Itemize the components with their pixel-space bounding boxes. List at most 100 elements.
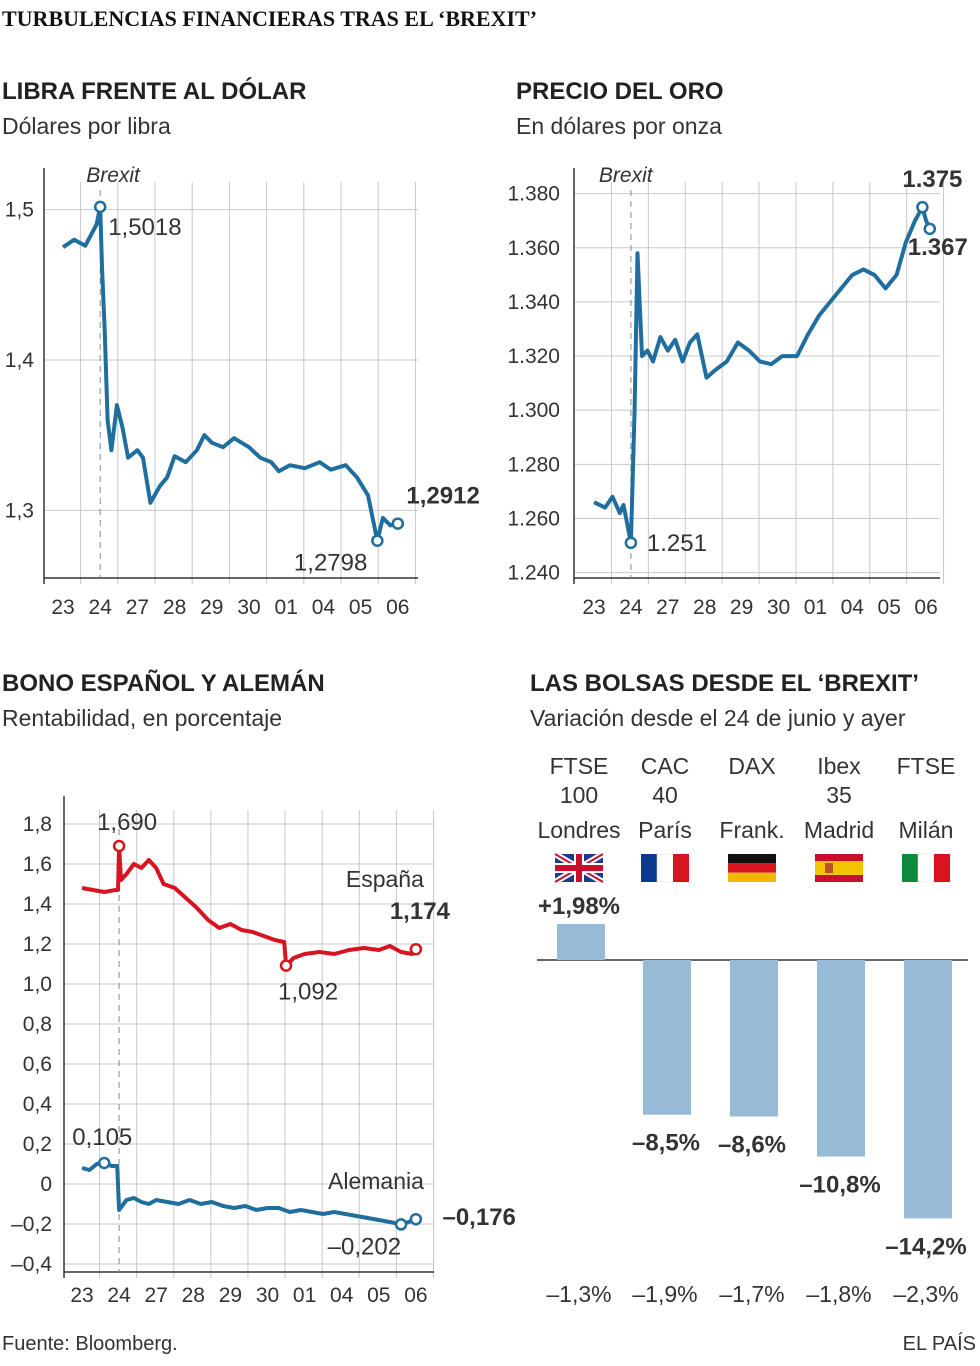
x-tick-label: 05 <box>367 1284 390 1307</box>
brexit-label: Brexit <box>599 164 654 187</box>
page-title: TURBULENCIAS FINANCIERAS TRAS EL ‘BREXIT… <box>2 6 537 31</box>
annotation-label: 1,092 <box>278 979 338 1006</box>
x-tick-label: 06 <box>404 1284 427 1307</box>
bar <box>730 960 778 1117</box>
city-name: Frank. <box>719 817 784 843</box>
x-tick-label: 30 <box>256 1284 279 1307</box>
flag-stripe <box>902 854 918 882</box>
series-label: España <box>346 866 424 892</box>
x-tick-label: 30 <box>767 596 790 619</box>
gold-price-line-chart: 1.380 1.360 1.340 1.320 1.300 1.280 1.260 1.240… <box>507 164 967 619</box>
annotation-marker <box>371 534 384 547</box>
y-tick-label: 1,6 <box>23 853 52 876</box>
annotation-marker <box>409 942 423 956</box>
annotation-label: 1,2798 <box>294 550 367 577</box>
italy-flag-icon <box>902 853 950 883</box>
y-tick-label: 1.300 <box>507 399 560 422</box>
annotation-marker <box>93 200 107 214</box>
x-tick-label: 04 <box>841 596 865 619</box>
annotation-label: 1,5018 <box>108 214 181 241</box>
annotation-marker <box>98 1156 111 1170</box>
annotation-label: 1.375 <box>902 166 962 193</box>
y-tick-label: 1.280 <box>507 453 560 476</box>
annotation-marker <box>624 536 638 550</box>
brexit-label: Brexit <box>86 164 141 187</box>
x-tick-label: 27 <box>126 596 149 619</box>
yesterday-change-label: –1,8% <box>806 1281 871 1307</box>
y-tick-label: 1,3 <box>5 499 34 522</box>
city-name: París <box>638 817 692 843</box>
city-name: Londres <box>537 817 620 843</box>
index-name: FTSE <box>897 753 956 779</box>
flag-band <box>815 861 863 875</box>
bar-value-label: +1,98% <box>538 893 620 920</box>
series-line-alemania <box>81 1161 417 1227</box>
bond-chart-title: BONO ESPAÑOL Y ALEMÁN <box>2 669 325 697</box>
x-tick-label: 27 <box>656 596 679 619</box>
x-tick-label: 30 <box>237 596 260 619</box>
bond-yield-line-chart: 1,8 1,6 1,4 1,2 1,0 0,8 0,6 0,4 0,2 0 –0,2 –0,4 23 24… <box>11 796 516 1307</box>
x-tick-label: 01 <box>804 596 827 619</box>
flag-stripe <box>728 872 776 882</box>
index-name: CAC <box>641 753 690 779</box>
x-tick-label: 27 <box>145 1284 168 1307</box>
x-tick-label: 04 <box>312 596 336 619</box>
y-tick-label: 1,8 <box>23 813 52 836</box>
source-note: Fuente: Bloomberg. <box>2 1333 178 1355</box>
annotation-label: –0,176 <box>442 1204 515 1231</box>
germany-flag-icon <box>728 854 776 882</box>
y-tick-label: 1,4 <box>5 349 35 372</box>
series-label: Alemania <box>328 1168 424 1194</box>
bar-value-label: –8,5% <box>632 1130 700 1157</box>
stock-markets-bar-chart: FTSE 100 Londres +1,98% –1,3% CAC 40 París –8,5%… <box>537 753 968 1307</box>
x-tick-label: 28 <box>182 1284 205 1307</box>
y-tick-label: 1.380 <box>507 183 560 206</box>
publisher-credit: EL PAÍS <box>903 1332 976 1355</box>
yesterday-change-label: –1,7% <box>719 1281 784 1307</box>
x-tick-label: 28 <box>693 596 716 619</box>
x-tick-label: 29 <box>219 1284 242 1307</box>
y-tick-label: 1.320 <box>507 345 560 368</box>
flag-stripe <box>641 854 657 882</box>
y-tick-label: 0 <box>40 1173 52 1196</box>
flag-stripe <box>656 853 674 883</box>
annotation-marker <box>394 1218 408 1231</box>
bar-value-label: –10,8% <box>799 1172 880 1199</box>
y-tick-label: 1.360 <box>507 237 560 260</box>
x-tick-label: 29 <box>200 596 223 619</box>
x-tick-label: 01 <box>275 596 298 619</box>
spain-flag-icon <box>815 854 863 882</box>
stocks-chart-subtitle: Variación desde el 24 de junio y ayer <box>530 705 906 731</box>
yesterday-change-label: –1,3% <box>546 1281 611 1307</box>
x-tick-label: 24 <box>107 1284 131 1307</box>
series-line-main <box>61 204 399 543</box>
bar <box>817 960 865 1157</box>
flag-cross-red-h <box>555 865 603 871</box>
x-tick-label: 28 <box>163 596 186 619</box>
x-tick-label: 23 <box>70 1284 93 1307</box>
y-tick-label: 0,2 <box>23 1133 52 1156</box>
bond-chart-subtitle: Rentabilidad, en porcentaje <box>2 705 282 731</box>
x-tick-label: 29 <box>730 596 753 619</box>
bar <box>904 960 952 1219</box>
series-line-españa <box>81 844 418 968</box>
annotation-marker <box>923 222 937 236</box>
x-tick-label: 24 <box>89 596 113 619</box>
city-name: Milán <box>899 817 954 843</box>
y-tick-label: 1.340 <box>507 291 560 314</box>
y-tick-label: 1,5 <box>5 199 34 222</box>
stocks-chart-title: LAS BOLSAS DESDE EL ‘BREXIT’ <box>530 670 919 697</box>
annotation-label: –0,202 <box>328 1233 401 1260</box>
bar <box>643 960 691 1115</box>
flag-stripe <box>934 854 950 882</box>
gbp-chart-subtitle: Dólares por libra <box>2 113 171 139</box>
bar <box>557 923 605 960</box>
series-line-main <box>593 205 932 545</box>
yesterday-change-label: –2,3% <box>893 1281 958 1307</box>
uk-flag-icon <box>553 851 605 885</box>
bar-value-label: –14,2% <box>885 1233 966 1260</box>
y-tick-label: 0,8 <box>23 1013 52 1036</box>
index-name-2: 40 <box>652 782 678 808</box>
flag-emblem <box>825 863 833 873</box>
index-name-2: 35 <box>826 782 852 808</box>
